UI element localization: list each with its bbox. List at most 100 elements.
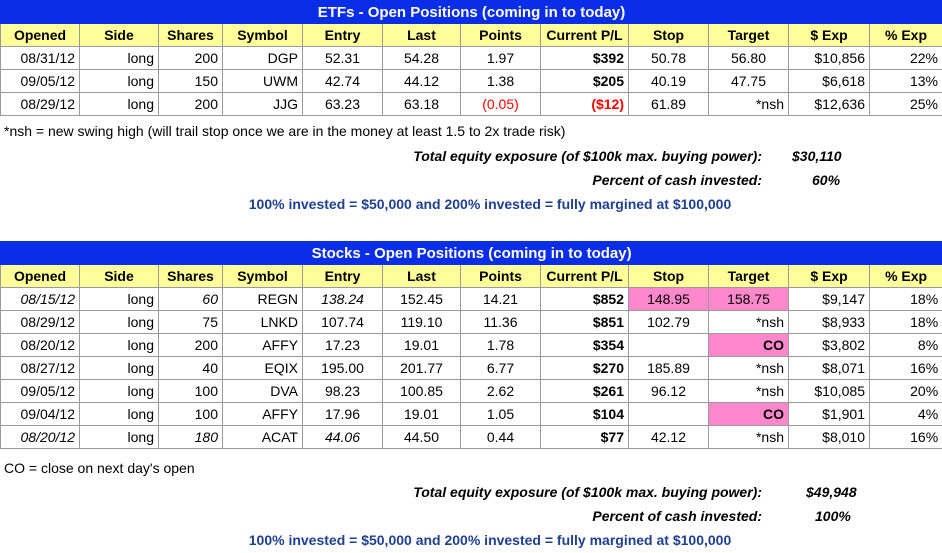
cell-stop: 96.12 [628, 379, 709, 403]
table-row: 09/04/12 long 100 AFFY 17.96 19.01 1.05 … [0, 402, 942, 426]
col-header-dollar-exp: $ Exp [788, 23, 870, 47]
cell-target: *nsh [708, 425, 789, 449]
col-header-last: Last [382, 264, 461, 288]
cell-opened: 09/04/12 [0, 402, 80, 426]
cell-last: 152.45 [382, 287, 461, 311]
etf-header-row: Opened Side Shares Symbol Entry Last Poi… [0, 23, 942, 47]
cell-side: long [79, 69, 159, 93]
col-header-entry: Entry [302, 264, 383, 288]
cell-current-pl: $270 [540, 356, 629, 380]
cell-last: 54.28 [382, 46, 461, 70]
cell-last: 119.10 [382, 310, 461, 334]
cell-last: 63.18 [382, 92, 461, 116]
table-row: 09/05/12 long 150 UWM 42.74 44.12 1.38 $… [0, 69, 942, 93]
stocks-header-row: Opened Side Shares Symbol Entry Last Poi… [0, 264, 942, 288]
col-header-side: Side [79, 264, 159, 288]
cell-entry: 63.23 [302, 92, 383, 116]
cell-stop [628, 402, 709, 426]
cell-shares: 200 [158, 333, 223, 357]
cell-target: *nsh [708, 92, 789, 116]
cell-current-pl: $851 [540, 310, 629, 334]
etf-percent-invested-label: Percent of cash invested: [592, 172, 762, 188]
cell-entry: 138.24 [302, 287, 383, 311]
cell-opened: 08/29/12 [0, 310, 80, 334]
cell-opened: 08/20/12 [0, 333, 80, 357]
col-header-dollar-exp: $ Exp [788, 264, 870, 288]
cell-target: 47.75 [708, 69, 789, 93]
cell-opened: 09/05/12 [0, 69, 80, 93]
cell-shares: 100 [158, 402, 223, 426]
table-row: 08/27/12 long 40 EQIX 195.00 201.77 6.77… [0, 356, 942, 380]
cell-symbol: UWM [222, 69, 303, 93]
cell-last: 19.01 [382, 333, 461, 357]
cell-dollar-exp: $8,071 [788, 356, 870, 380]
etf-total-exposure-value: $30,110 [792, 148, 842, 164]
cell-points: 0.44 [460, 425, 541, 449]
cell-current-pl: $104 [540, 402, 629, 426]
col-header-target: Target [708, 264, 789, 288]
cell-stop: 148.95 [628, 287, 709, 311]
cell-shares: 200 [158, 92, 223, 116]
cell-shares: 180 [158, 425, 223, 449]
cell-target: CO [708, 333, 789, 357]
cell-entry: 17.96 [302, 402, 383, 426]
col-header-shares: Shares [158, 264, 223, 288]
stocks-table: Stocks - Open Positions (coming in to to… [0, 241, 942, 449]
cell-shares: 150 [158, 69, 223, 93]
stocks-total-exposure-label: Total equity exposure (of $100k max. buy… [413, 484, 762, 500]
cell-points: 2.62 [460, 379, 541, 403]
cell-dollar-exp: $9,147 [788, 287, 870, 311]
cell-target: 56.80 [708, 46, 789, 70]
cell-stop: 61.89 [628, 92, 709, 116]
cell-dollar-exp: $10,856 [788, 46, 870, 70]
cell-entry: 44.06 [302, 425, 383, 449]
cell-pct-exp: 4% [868, 402, 942, 426]
etf-percent-invested-value: 60% [812, 172, 841, 188]
cell-opened: 08/15/12 [0, 287, 80, 311]
cell-pct-exp: 25% [869, 92, 942, 116]
cell-symbol: DVA [222, 379, 303, 403]
col-header-opened: Opened [0, 264, 80, 288]
cell-dollar-exp: $1,901 [788, 402, 870, 426]
col-header-stop: Stop [628, 23, 709, 47]
col-header-side: Side [79, 23, 159, 47]
table-row: 08/20/12 long 180 ACAT 44.06 44.50 0.44 … [0, 425, 942, 449]
cell-stop: 42.12 [628, 425, 709, 449]
col-header-points: Points [460, 264, 541, 288]
col-header-points: Points [460, 23, 541, 47]
cell-points: 1.78 [460, 333, 541, 357]
cell-last: 100.85 [382, 379, 461, 403]
col-header-symbol: Symbol [222, 264, 303, 288]
cell-current-pl: $77 [540, 425, 629, 449]
cell-symbol: EQIX [222, 356, 303, 380]
cell-symbol: REGN [222, 287, 303, 311]
col-header-last: Last [382, 23, 461, 47]
cell-target: *nsh [708, 379, 789, 403]
stocks-footnote: CO = close on next day's open [4, 460, 195, 476]
col-header-shares: Shares [158, 23, 223, 47]
cell-last: 201.77 [382, 356, 461, 380]
cell-symbol: DGP [222, 46, 303, 70]
cell-dollar-exp: $8,933 [788, 310, 870, 334]
cell-pct-exp: 16% [868, 356, 942, 380]
cell-pct-exp: 22% [869, 46, 942, 70]
cell-entry: 52.31 [302, 46, 383, 70]
cell-opened: 08/31/12 [0, 46, 80, 70]
cell-shares: 200 [158, 46, 223, 70]
col-header-entry: Entry [302, 23, 383, 47]
cell-side: long [79, 425, 159, 449]
etf-total-exposure-label: Total equity exposure (of $100k max. buy… [413, 148, 762, 164]
table-row: 08/29/12 long 75 LNKD 107.74 119.10 11.3… [0, 310, 942, 334]
cell-shares: 75 [158, 310, 223, 334]
cell-stop: 185.89 [628, 356, 709, 380]
col-header-symbol: Symbol [222, 23, 303, 47]
cell-last: 44.12 [382, 69, 461, 93]
cell-entry: 17.23 [302, 333, 383, 357]
stocks-percent-invested-value: 100% [815, 508, 851, 524]
cell-current-pl: $852 [540, 287, 629, 311]
cell-pct-exp: 18% [868, 310, 942, 334]
cell-current-pl: $261 [540, 379, 629, 403]
cell-current-pl: $354 [540, 333, 629, 357]
cell-side: long [79, 287, 159, 311]
cell-shares: 60 [158, 287, 223, 311]
